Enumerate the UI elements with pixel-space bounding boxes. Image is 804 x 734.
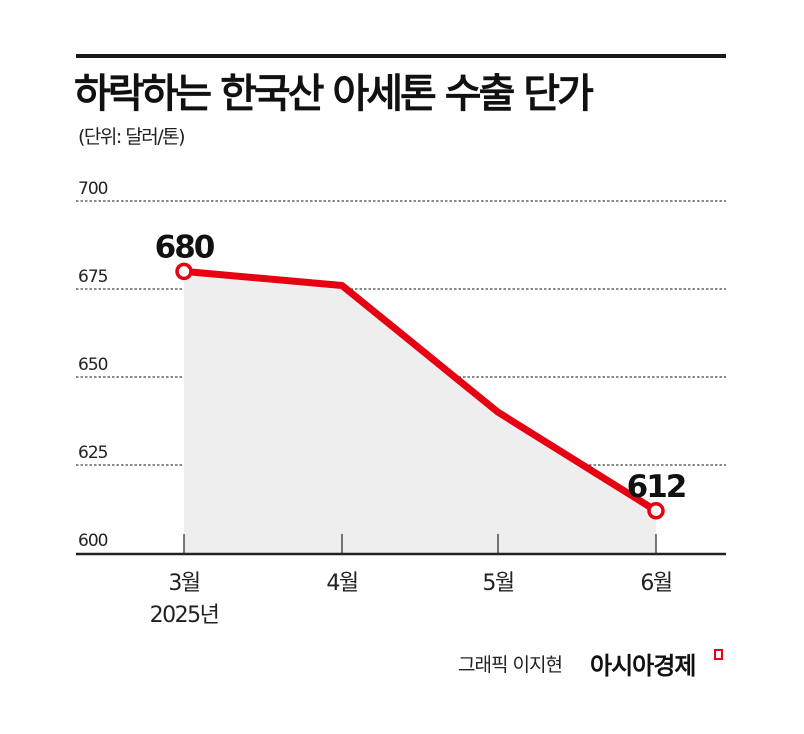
y-tick-label: 600 [78,531,108,551]
y-tick-label: 700 [78,179,108,199]
data-markers [175,262,665,520]
x-tick-label: 3월 [168,571,199,596]
top-rule [76,54,726,58]
y-tick-label: 675 [78,267,108,287]
unit-label: (단위: 달러/톤) [78,126,186,148]
x-tick-label: 4월 [326,571,357,596]
data-point-marker [647,502,665,520]
y-tick-label: 650 [78,355,108,375]
value-label: 612 [627,469,686,505]
value-label: 680 [155,229,215,265]
x-axis-ticks [183,534,657,554]
y-axis-ticks: 700 675 650 625 600 [78,179,109,551]
data-line [183,267,658,514]
x-tick-label: 6월 [640,571,671,596]
data-labels: 680 612 [155,229,688,505]
y-tick-label: 625 [78,443,108,463]
area-fill [184,271,656,553]
x-tick-sublabel: 2025년 [150,603,219,628]
x-axis-labels: 3월 2025년 4월 5월 6월 [150,571,674,628]
brand-mark-icon [714,649,723,660]
data-point-marker [175,262,193,281]
graphic-credit: 그래픽 이지현 [458,654,563,676]
brand-logo: 아시아경제 [590,652,696,680]
chart-title: 하락하는 한국산 아세톤 수출 단가 [74,71,594,117]
x-tick-label: 5월 [482,571,513,596]
